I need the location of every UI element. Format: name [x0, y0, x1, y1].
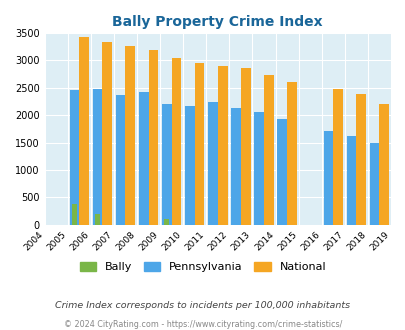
Bar — [369, 143, 379, 225]
Bar — [323, 131, 333, 225]
Bar — [194, 63, 204, 225]
Bar — [230, 108, 240, 225]
Bar — [148, 50, 158, 225]
Bar — [356, 94, 365, 225]
Legend: Bally, Pennsylvania, National: Bally, Pennsylvania, National — [75, 257, 330, 277]
Bar — [162, 104, 171, 225]
Bar — [95, 214, 100, 225]
Bar — [92, 89, 102, 225]
Bar — [240, 68, 250, 225]
Bar — [171, 58, 181, 225]
Bar — [208, 102, 217, 225]
Bar — [346, 136, 356, 225]
Bar — [277, 118, 286, 225]
Title: Bally Property Crime Index: Bally Property Crime Index — [112, 15, 322, 29]
Bar — [72, 204, 77, 225]
Bar — [263, 75, 273, 225]
Bar — [115, 95, 125, 225]
Bar — [185, 106, 194, 225]
Bar — [286, 82, 296, 225]
Bar — [333, 89, 342, 225]
Bar — [379, 104, 388, 225]
Bar — [254, 112, 263, 225]
Bar — [125, 46, 135, 225]
Bar — [139, 92, 148, 225]
Bar — [69, 90, 79, 225]
Bar — [164, 219, 169, 225]
Bar — [79, 37, 89, 225]
Text: Crime Index corresponds to incidents per 100,000 inhabitants: Crime Index corresponds to incidents per… — [55, 301, 350, 310]
Text: © 2024 CityRating.com - https://www.cityrating.com/crime-statistics/: © 2024 CityRating.com - https://www.city… — [64, 319, 341, 329]
Bar — [217, 66, 227, 225]
Bar — [102, 42, 112, 225]
